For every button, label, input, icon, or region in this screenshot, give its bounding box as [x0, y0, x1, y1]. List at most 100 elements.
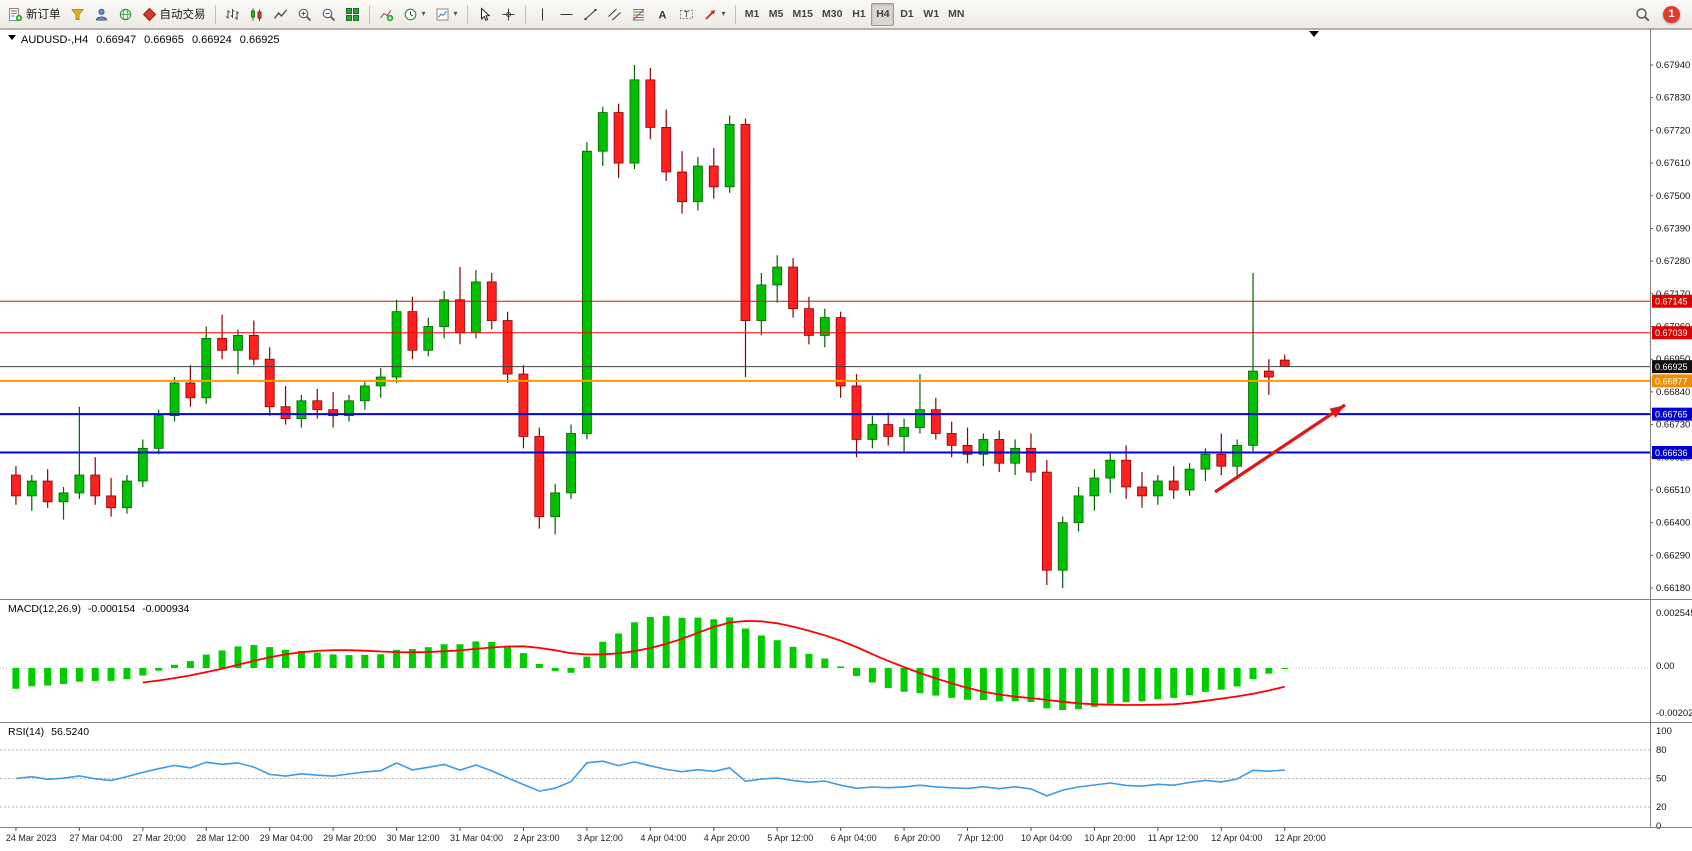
- candle-body: [391, 311, 402, 378]
- macd-histogram-bar: [1201, 668, 1209, 692]
- line-chart-icon: [273, 9, 287, 19]
- toolbar-right-group: 1: [1631, 3, 1688, 26]
- candle-body: [1263, 370, 1274, 378]
- tf-m30[interactable]: M30: [818, 3, 846, 26]
- trend-arrow[interactable]: [1214, 403, 1346, 494]
- candle-body: [930, 409, 941, 434]
- tf-h4[interactable]: H4: [871, 2, 895, 26]
- text-button[interactable]: A: [651, 3, 674, 26]
- line-chart-button[interactable]: [269, 3, 292, 26]
- clock-icon: [404, 8, 416, 20]
- notification-badge[interactable]: 1: [1663, 5, 1680, 23]
- channel-button[interactable]: [603, 3, 626, 26]
- candle-body: [423, 326, 434, 351]
- globe-button[interactable]: [114, 3, 137, 26]
- candle-body: [629, 79, 640, 164]
- candle-body: [962, 444, 973, 455]
- bar-chart-button[interactable]: [221, 3, 244, 26]
- tf-w1[interactable]: W1: [919, 3, 943, 26]
- period-button[interactable]: ▾: [399, 3, 430, 26]
- time-axis-label: 5 Apr 12:00: [767, 833, 813, 843]
- time-axis-label: 6 Apr 20:00: [894, 833, 940, 843]
- candle-body: [693, 165, 703, 203]
- macd-histogram-bar: [107, 668, 115, 681]
- candle-body: [11, 474, 21, 497]
- candle-body: [883, 424, 894, 437]
- price-chart-canvas[interactable]: 0.661800.662900.664000.665100.666200.667…: [0, 29, 1692, 851]
- funnel-button[interactable]: [66, 3, 89, 26]
- time-axis-label: 4 Apr 04:00: [640, 833, 686, 843]
- fibonacci-button[interactable]: [627, 3, 650, 26]
- crosshair-icon: [502, 8, 515, 20]
- price-axis-label: 0.67720: [1656, 125, 1690, 136]
- autotrading-button[interactable]: 自动交易: [138, 3, 210, 26]
- candle-body: [1279, 359, 1290, 368]
- macd-histogram-bar: [630, 622, 638, 668]
- chart-background[interactable]: [0, 29, 1692, 851]
- indicators-button[interactable]: [375, 3, 398, 26]
- new-order-button[interactable]: 新订单: [4, 3, 65, 26]
- chart-window[interactable]: 0.661800.662900.664000.665100.666200.667…: [0, 29, 1692, 851]
- macd-histogram-bar: [408, 649, 416, 668]
- chart-menu-triangle-icon[interactable]: [1309, 31, 1319, 37]
- tf-d1[interactable]: D1: [895, 3, 918, 26]
- candle-body: [661, 127, 672, 173]
- toolbar-separator: [214, 4, 216, 24]
- price-axis-label: 0.67170: [1656, 289, 1690, 300]
- profile-button[interactable]: [90, 3, 113, 26]
- candle-body: [1232, 444, 1243, 467]
- candle-body: [58, 492, 69, 503]
- label-button[interactable]: T: [675, 3, 698, 26]
- macd-histogram-bar: [424, 647, 432, 668]
- price-axis-label: 0.66950: [1656, 354, 1690, 365]
- macd-histogram-bar: [726, 617, 734, 668]
- candle-body: [724, 124, 735, 188]
- macd-histogram-bar: [504, 645, 512, 668]
- time-axis-label: 7 Apr 12:00: [958, 833, 1004, 843]
- vertical-line-button[interactable]: [531, 3, 554, 26]
- time-axis-label: 12 Apr 20:00: [1275, 833, 1326, 843]
- macd-histogram-bar: [741, 628, 749, 668]
- zoom-in-icon: [298, 8, 311, 21]
- candle-body: [677, 171, 687, 203]
- candle-body: [106, 495, 116, 509]
- chevron-down-icon: ▾: [453, 9, 458, 18]
- symbol-collapse-icon[interactable]: [8, 35, 16, 40]
- tf-m5[interactable]: M5: [765, 3, 788, 26]
- template-icon: [436, 8, 449, 20]
- price-tag: [1652, 360, 1692, 374]
- time-axis-label: 12 Apr 04:00: [1211, 833, 1262, 843]
- tf-mn[interactable]: MN: [944, 3, 968, 26]
- time-axis-label: 2 Apr 23:00: [513, 833, 559, 843]
- tile-windows-button[interactable]: [341, 3, 364, 26]
- time-axis-label: 6 Apr 04:00: [831, 833, 877, 843]
- macd-histogram-bar: [234, 646, 242, 668]
- templates-button[interactable]: ▾: [431, 3, 462, 26]
- tf-h1[interactable]: H1: [847, 3, 870, 26]
- time-axis-label: 28 Mar 12:00: [196, 833, 249, 843]
- crosshair-button[interactable]: [497, 3, 520, 26]
- shapes-button[interactable]: ▾: [699, 3, 730, 26]
- candlestick-chart-icon: [250, 8, 261, 21]
- vertical-line-icon: [541, 8, 543, 20]
- zoom-out-button[interactable]: [317, 3, 340, 26]
- candlestick-chart-button[interactable]: [245, 3, 268, 26]
- trendline-button[interactable]: [579, 3, 602, 26]
- horizontal-line-button[interactable]: [555, 3, 578, 26]
- tf-m1[interactable]: M1: [741, 3, 764, 26]
- search-button[interactable]: [1631, 3, 1654, 26]
- tf-m15[interactable]: M15: [789, 3, 817, 26]
- candle-body: [740, 124, 751, 321]
- price-tag-label: 0.66636: [1655, 448, 1688, 458]
- time-axis-label: 10 Apr 04:00: [1021, 833, 1072, 843]
- candle-body: [185, 382, 196, 399]
- macd-histogram-bar: [868, 668, 876, 683]
- macd-histogram-bar: [1138, 668, 1146, 702]
- cursor-button[interactable]: [473, 3, 496, 26]
- macd-histogram-bar: [1122, 668, 1130, 703]
- price-tag: [1652, 294, 1692, 308]
- zoom-in-button[interactable]: [293, 3, 316, 26]
- macd-histogram-bar: [964, 668, 972, 700]
- macd-histogram-bar: [535, 663, 543, 668]
- macd-histogram-bar: [377, 654, 385, 668]
